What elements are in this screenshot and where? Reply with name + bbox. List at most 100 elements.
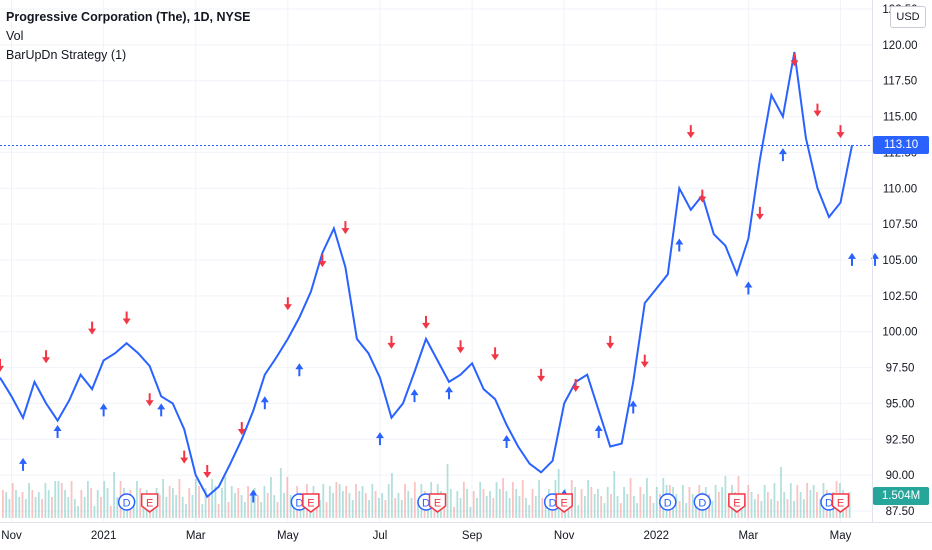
volume-bar — [721, 487, 724, 518]
price-axis[interactable]: 87.50 90.00 92.50 95.00 97.50 100.00 102.50 105… — [882, 4, 917, 518]
dividend-marker[interactable]: D — [659, 493, 677, 511]
event-label: D — [825, 498, 833, 510]
event-label: E — [733, 498, 740, 510]
volume-bar — [332, 493, 334, 518]
price-tick-label: 115.00 — [883, 112, 917, 124]
chart-legend: Progressive Corporation (The), 1D, NYSE … — [6, 8, 251, 65]
volume-bar — [819, 499, 822, 518]
dividend-circle — [659, 493, 677, 511]
volume-bar — [289, 495, 292, 518]
volume-bar — [15, 490, 17, 518]
volume-bar — [695, 501, 697, 518]
volume-bar — [397, 493, 400, 518]
volume-bar — [711, 501, 714, 518]
sell-arrow-icon — [422, 315, 430, 329]
volume-bar — [655, 487, 658, 518]
symbol-title[interactable]: Progressive Corporation (The), 1D, NYSE — [6, 10, 251, 24]
sell-arrow-icon — [341, 221, 350, 235]
volume-bar — [652, 503, 655, 518]
volume-bar — [544, 505, 547, 518]
volume-bar — [348, 493, 351, 518]
volume-bar — [505, 491, 508, 518]
volume-bar — [629, 478, 632, 518]
time-tick-label: May — [277, 530, 299, 542]
volume-bar — [580, 489, 583, 518]
volume-bar — [384, 500, 387, 518]
volume-bar — [502, 478, 504, 518]
volume-bar — [583, 496, 586, 518]
earnings-marker[interactable]: E — [140, 493, 159, 513]
volume-indicator-label[interactable]: Vol — [6, 29, 24, 43]
volume-bar — [368, 500, 370, 518]
earnings-shield — [302, 493, 320, 513]
volume-bar — [489, 491, 491, 518]
volume-bar — [443, 498, 446, 518]
earnings-shield — [140, 493, 159, 513]
buy-arrow-icon — [675, 238, 684, 252]
volume-bar — [394, 498, 397, 518]
volume-bar — [67, 497, 70, 518]
volume-bar — [453, 507, 455, 518]
volume-bar — [100, 497, 102, 518]
volume-bar — [11, 483, 14, 518]
price-tick-label: 97.50 — [886, 363, 915, 375]
price-tick-label: 90.00 — [886, 470, 915, 482]
dividend-marker[interactable]: D — [117, 493, 136, 511]
volume-bar — [211, 479, 214, 518]
volume-bar — [113, 472, 115, 518]
earnings-marker[interactable]: E — [428, 493, 447, 513]
volume-bar — [279, 468, 282, 518]
price-tick-label: 87.50 — [886, 506, 915, 518]
event-label: D — [698, 498, 706, 510]
volume-bar — [204, 488, 207, 518]
buy-arrow-icon — [744, 281, 753, 295]
volume-bar — [387, 484, 390, 518]
volume-bar — [495, 482, 498, 518]
event-label: D — [549, 498, 557, 510]
sell-arrow-icon — [813, 103, 822, 117]
price-tick-label: 110.00 — [883, 183, 917, 195]
volume-bar — [812, 485, 815, 518]
currency-button[interactable]: USD — [890, 6, 926, 28]
volume-bar — [237, 488, 240, 518]
volume-bar — [717, 492, 720, 518]
sell-arrow-icon — [571, 378, 580, 392]
earnings-shield — [428, 493, 447, 513]
buy-arrow-icon — [99, 403, 108, 417]
volume-bar — [283, 493, 285, 518]
volume-bar — [364, 493, 367, 518]
sell-arrow-icon — [537, 368, 546, 382]
buy-arrow-icon — [53, 424, 62, 438]
earnings-marker[interactable]: E — [831, 493, 850, 513]
dividend-circle — [693, 493, 712, 511]
earnings-marker[interactable]: E — [555, 493, 573, 513]
volume-bar — [217, 504, 220, 518]
volume-bar — [848, 492, 851, 518]
volume-bar — [96, 490, 99, 518]
volume-bar — [407, 491, 410, 518]
volume-bar — [103, 481, 106, 518]
volume-bar — [361, 486, 364, 518]
sell-arrow-icon — [283, 297, 292, 311]
volume-bar — [201, 504, 204, 518]
time-axis[interactable]: Nov 2021 Mar May Jul Sep Nov 2022 Mar May — [1, 530, 851, 542]
buy-arrow-icon — [375, 432, 384, 446]
strategy-label[interactable]: BarUpDn Strategy (1) — [6, 48, 127, 62]
sell-arrow-icon — [387, 335, 396, 349]
volume-bar — [77, 506, 79, 518]
volume-bar — [263, 486, 266, 518]
volume-bar — [371, 484, 374, 518]
volume-bar — [767, 492, 769, 518]
earnings-marker[interactable]: E — [302, 493, 320, 513]
volume-bar — [28, 483, 30, 518]
volume-bar — [587, 480, 589, 518]
volume-bar — [646, 478, 648, 518]
volume-bar — [136, 481, 138, 518]
price-tick-label: 102.50 — [882, 291, 917, 303]
earnings-marker[interactable]: E — [728, 493, 746, 513]
buy-arrow-icon — [260, 396, 269, 410]
dividend-marker[interactable]: D — [693, 493, 712, 511]
volume-bar — [531, 489, 534, 518]
volume-bar — [276, 502, 279, 518]
